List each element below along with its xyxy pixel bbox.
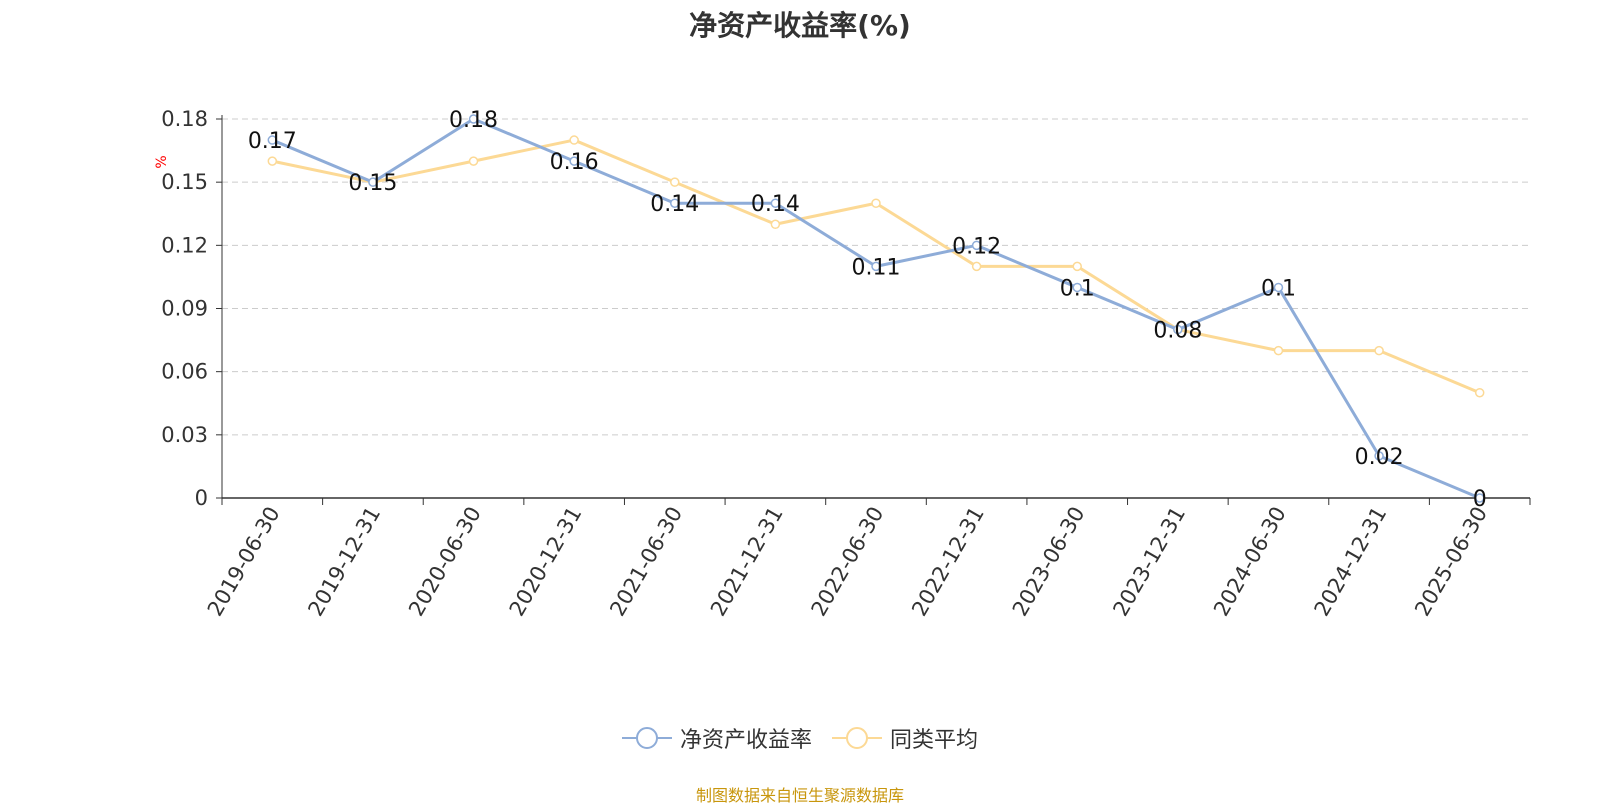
legend-label-series-2: 同类平均 (890, 728, 979, 753)
x-tick-label: 2019-12-31 (303, 503, 385, 621)
data-labels: 0.17 0.15 0.18 0.16 0.14 0.14 0.11 0.12 0.1 0.08 0… (248, 108, 1487, 512)
data-point-series-2 (1273, 345, 1284, 356)
data-point-series-1 (1374, 451, 1384, 461)
data-point-series-1 (569, 156, 579, 166)
data-point-series-1 (1474, 493, 1485, 503)
legend: 净资产收益率 同类平均 (0, 722, 1600, 754)
data-point-series-2 (770, 219, 781, 230)
legend-marker-series-1 (621, 727, 672, 749)
data-label: 0.18 (449, 108, 498, 133)
data-label: 0.1 (1060, 276, 1095, 301)
data-label: 0.17 (248, 129, 297, 154)
data-label: 0.02 (1355, 445, 1404, 470)
legend-item-series-1[interactable]: 净资产收益率 (621, 722, 812, 754)
data-point-series-1 (368, 177, 378, 187)
data-point-series-2 (569, 135, 579, 145)
data-label: 0.14 (751, 192, 800, 217)
y-tick-label: 0.03 (161, 423, 208, 447)
x-tick-label: 2022-12-31 (907, 503, 989, 621)
x-tick-label: 2021-06-30 (605, 503, 687, 621)
data-point-series-2 (670, 177, 680, 187)
y-tick-label: 0.06 (161, 360, 208, 384)
data-point-series-1 (971, 240, 982, 251)
y-tick-label: 0 (195, 486, 208, 510)
y-tick-label: 0.09 (161, 297, 208, 321)
x-tick-label: 2023-06-30 (1008, 503, 1090, 621)
data-point-series-1 (468, 114, 479, 124)
x-tick-label: 2025-06-30 (1410, 503, 1492, 621)
data-label: 0.08 (1153, 319, 1202, 344)
data-point-series-1 (871, 261, 881, 272)
y-axis-label: % (154, 155, 170, 168)
legend-label-series-1: 净资产收益率 (679, 728, 812, 753)
x-tick-label: 2019-06-30 (203, 503, 285, 621)
data-label: 0.14 (650, 192, 699, 217)
x-tick-label: 2023-12-31 (1108, 503, 1190, 621)
data-label: 0.15 (348, 171, 397, 196)
x-tick-label: 2022-06-30 (807, 503, 889, 621)
data-point-series-1 (770, 198, 781, 208)
data-point-series-2 (1474, 387, 1485, 398)
data-point-series-2 (871, 198, 881, 208)
data-label: 0.11 (852, 255, 901, 280)
y-tick-label: 0.12 (161, 233, 208, 257)
x-tick-label: 2020-12-31 (505, 503, 587, 621)
series (267, 114, 1485, 503)
y-tick-label: 0.18 (161, 107, 208, 131)
chart-title: 净资产收益率(%) (689, 9, 911, 42)
data-point-series-1 (267, 135, 278, 145)
x-tick-label: 2024-12-31 (1310, 503, 1392, 621)
data-point-series-1 (1273, 282, 1284, 293)
y-tick-label: 0.15 (161, 170, 208, 194)
data-point-series-1 (670, 198, 680, 208)
data-point-series-1 (1072, 282, 1082, 293)
x-tick-label: 2020-06-30 (404, 503, 486, 621)
data-label: 0.16 (550, 150, 599, 175)
data-label: 0 (1473, 487, 1487, 512)
x-tick-label: 2021-12-31 (706, 503, 788, 621)
legend-item-series-2[interactable]: 同类平均 (832, 722, 978, 754)
data-point-series-2 (1072, 261, 1082, 272)
data-point-series-2 (1374, 345, 1384, 356)
x-tick-label: 2024-06-30 (1209, 503, 1291, 621)
data-point-series-1 (1173, 324, 1183, 335)
data-point-series-2 (468, 156, 479, 166)
data-label: 0.1 (1261, 276, 1296, 301)
source-footer: 制图数据来自恒生聚源数据库 (695, 786, 904, 805)
data-point-series-2 (971, 261, 982, 272)
gridlines (222, 118, 1530, 436)
data-label: 0.12 (952, 234, 1001, 259)
data-point-series-2 (267, 156, 278, 166)
legend-marker-series-2 (832, 727, 882, 749)
